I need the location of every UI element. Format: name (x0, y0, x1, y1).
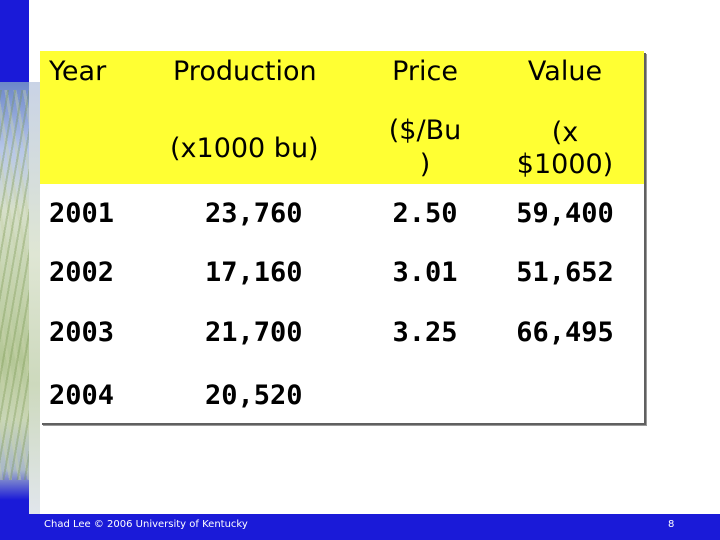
row-2001-value: 59,400 (516, 198, 614, 229)
row-2001-production: 23,760 (205, 198, 303, 229)
header-production-unit: (x1000 bu) (170, 133, 319, 164)
row-2003-production: 21,700 (205, 317, 303, 348)
header-value-unit-close: $1000) (516, 149, 614, 180)
table-header-band (40, 51, 644, 184)
row-2004-production: 20,520 (205, 380, 303, 411)
header-year: Year (49, 56, 107, 87)
bottom-footer-bar (0, 514, 720, 540)
row-2002-value: 51,652 (516, 257, 614, 288)
footer-credit: Chad Lee © 2006 University of Kentucky (44, 519, 248, 530)
header-value: Value (527, 56, 603, 87)
header-production: Production (173, 56, 317, 87)
row-2002-year: 2002 (49, 257, 115, 288)
photo-edge (29, 82, 40, 514)
row-2003-value: 66,495 (516, 317, 614, 348)
row-2003-price: 3.25 (392, 317, 458, 348)
row-2001-price: 2.50 (392, 198, 458, 229)
left-decorative-strip (0, 0, 29, 540)
row-2002-production: 17,160 (205, 257, 303, 288)
page-number: 8 (668, 519, 675, 530)
header-price: Price (392, 56, 458, 87)
header-price-unit: ($/Bu (388, 115, 462, 146)
row-2002-price: 3.01 (392, 257, 458, 288)
header-value-unit: (x (551, 117, 579, 148)
row-2004-year: 2004 (49, 380, 115, 411)
crop-photo-strip (0, 90, 29, 480)
header-price-unit-close: ) (419, 149, 431, 180)
production-table: Year Production (x1000 bu) Price ($/Bu )… (40, 51, 644, 423)
row-2001-year: 2001 (49, 198, 115, 229)
row-2003-year: 2003 (49, 317, 115, 348)
